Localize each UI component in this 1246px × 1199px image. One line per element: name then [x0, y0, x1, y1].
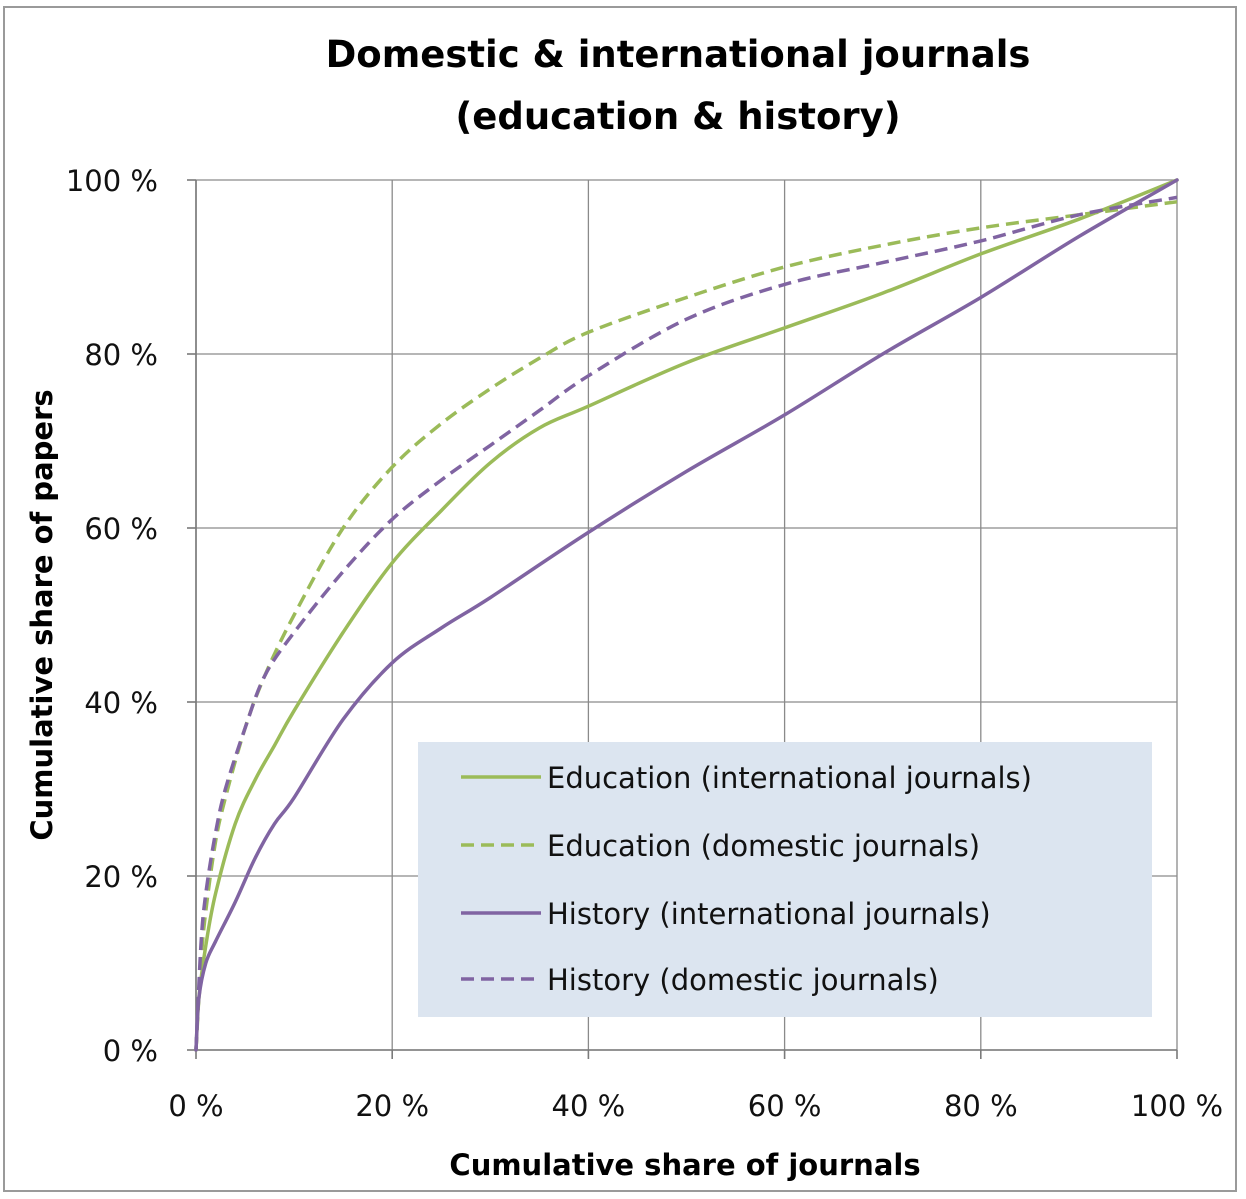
x-tick-label: 0 % — [168, 1089, 223, 1123]
y-tick-label: 100 % — [66, 164, 158, 198]
legend-background — [418, 742, 1152, 1017]
legend-label-3: History (international journals) — [547, 897, 991, 931]
y-tick-label: 40 % — [84, 686, 158, 720]
x-tick-label: 20 % — [355, 1089, 429, 1123]
chart-title-line-2: (education & history) — [455, 95, 900, 138]
legend: Education (international journals) Educat… — [418, 742, 1152, 1017]
x-tick-label: 100 % — [1131, 1089, 1223, 1123]
legend-label-2: Education (domestic journals) — [547, 829, 980, 863]
legend-label-4: History (domestic journals) — [547, 963, 939, 997]
series-line-4 — [194, 195, 1178, 1051]
x-tick-label: 40 % — [552, 1089, 626, 1123]
x-tick-label: 60 % — [748, 1089, 822, 1123]
y-tick-label: 20 % — [84, 860, 158, 894]
series-line-1 — [194, 178, 1179, 1052]
y-tick-labels: 0 % 20 % 40 % 60 % 80 % 100 % — [66, 164, 158, 1068]
x-tick-labels: 0 % 20 % 40 % 60 % 80 % 100 % — [168, 1089, 1223, 1123]
x-tick-label: 80 % — [944, 1089, 1018, 1123]
series-lines — [194, 178, 1179, 1052]
x-axis-title: Cumulative share of journals — [449, 1148, 920, 1182]
series-line-3 — [194, 178, 1179, 1052]
y-tick-label: 0 % — [103, 1034, 158, 1068]
y-tick-label: 80 % — [84, 338, 158, 372]
y-axis-title: Cumulative share of papers — [25, 389, 59, 840]
legend-label-1: Education (international journals) — [547, 761, 1032, 795]
chart-title-line-1: Domestic & international journals — [326, 33, 1031, 76]
y-tick-label: 60 % — [84, 512, 158, 546]
